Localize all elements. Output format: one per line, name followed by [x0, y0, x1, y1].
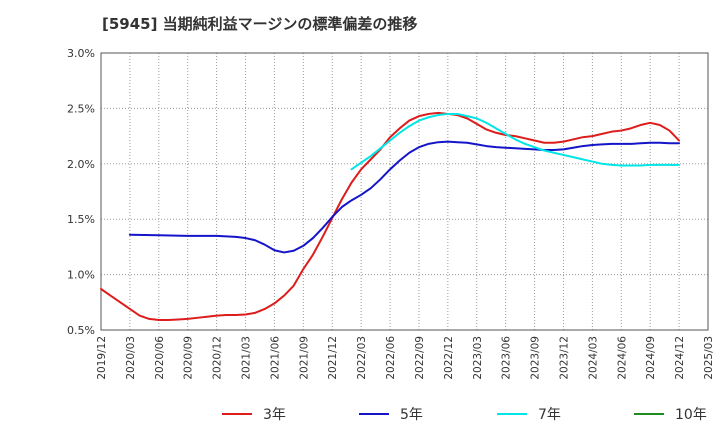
x-tick-label: 2020/03: [125, 336, 137, 380]
x-tick-label: 2019/12: [96, 336, 108, 380]
x-tick-label: 2022/09: [414, 336, 426, 380]
y-tick-label: 1.0%: [67, 269, 95, 282]
x-tick-label: 2021/03: [241, 336, 253, 380]
y-tick-label: 2.5%: [67, 102, 95, 115]
x-tick-label: 2020/06: [154, 336, 166, 380]
y-tick-label: 1.5%: [67, 213, 95, 226]
series-lines: [100, 111, 681, 322]
x-tick-label: 2023/12: [558, 336, 570, 380]
chart-title: [5945] 当期純利益マージンの標準偏差の推移: [102, 15, 418, 33]
x-tick-label: 2021/09: [298, 336, 310, 380]
x-tick-label: 2023/03: [472, 336, 484, 380]
axes: 0.5% 1.0% 1.5% 2.0% 2.5% 3.0% 2019/12 2020/03 20…: [67, 47, 715, 380]
y-tick-label: 3.0%: [67, 47, 95, 60]
x-tick-label: 2024/03: [587, 336, 599, 380]
legend-label-4: 10年: [675, 407, 707, 423]
x-tick-label: 2024/09: [645, 336, 657, 380]
x-tick-label: 2022/12: [443, 336, 455, 380]
series-line-2: [128, 140, 681, 254]
x-tick-label: 2021/12: [327, 336, 339, 380]
y-tick-label: 2.0%: [67, 158, 95, 171]
x-tick-label: 2025/03: [703, 336, 715, 380]
legend-label-2: 5年: [400, 407, 423, 423]
x-tick-label: 2022/06: [385, 336, 397, 380]
plot-frame: [100, 52, 709, 331]
x-tick-label: 2021/06: [269, 336, 281, 380]
x-tick-label: 2024/06: [616, 336, 628, 380]
legend: 3年 5年 7年 10年: [222, 407, 707, 423]
grid: [100, 52, 709, 331]
x-tick-label: 2020/12: [212, 336, 224, 380]
legend-label-1: 3年: [263, 407, 286, 423]
x-tick-label: 2022/03: [356, 336, 368, 380]
x-tick-label: 2024/12: [674, 336, 686, 380]
series-line-1: [100, 111, 681, 322]
x-tick-label: 2023/09: [530, 336, 542, 380]
legend-label-3: 7年: [538, 407, 561, 423]
x-tick-label: 2023/06: [501, 336, 513, 380]
y-tick-label: 0.5%: [67, 324, 95, 337]
x-tick-label: 2020/09: [183, 336, 195, 380]
series-line-3: [350, 112, 681, 171]
